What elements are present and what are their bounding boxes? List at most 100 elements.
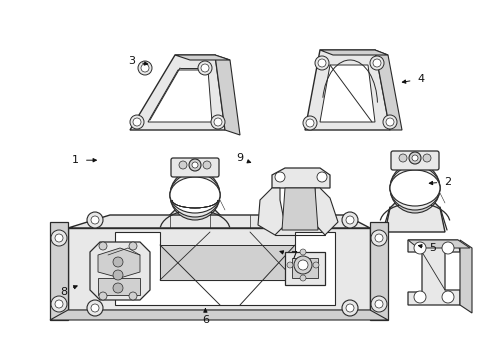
Polygon shape	[282, 188, 317, 230]
Polygon shape	[68, 215, 369, 228]
Text: 4: 4	[416, 74, 423, 84]
Circle shape	[87, 300, 103, 316]
Circle shape	[129, 242, 137, 250]
Polygon shape	[68, 228, 369, 310]
Circle shape	[141, 64, 149, 72]
Polygon shape	[374, 50, 401, 130]
Ellipse shape	[170, 173, 220, 217]
Circle shape	[382, 115, 396, 129]
Circle shape	[129, 292, 137, 300]
Ellipse shape	[389, 170, 439, 206]
Ellipse shape	[389, 166, 439, 210]
Text: 1: 1	[72, 155, 79, 165]
Circle shape	[341, 212, 357, 228]
Polygon shape	[98, 248, 140, 278]
Circle shape	[51, 296, 67, 312]
Circle shape	[411, 155, 417, 161]
Circle shape	[286, 262, 292, 268]
Polygon shape	[115, 232, 334, 305]
Polygon shape	[98, 278, 140, 295]
Circle shape	[369, 56, 383, 70]
Circle shape	[408, 152, 420, 164]
Circle shape	[133, 118, 141, 126]
Circle shape	[299, 249, 305, 255]
Polygon shape	[50, 310, 387, 320]
Circle shape	[441, 291, 453, 303]
Polygon shape	[258, 188, 285, 235]
Circle shape	[341, 300, 357, 316]
Text: 7: 7	[289, 251, 296, 261]
Circle shape	[314, 56, 328, 70]
Circle shape	[91, 304, 99, 312]
Circle shape	[192, 162, 198, 168]
Circle shape	[346, 216, 353, 224]
Text: 6: 6	[202, 315, 208, 325]
Circle shape	[179, 161, 186, 169]
Circle shape	[91, 216, 99, 224]
Circle shape	[303, 116, 316, 130]
Ellipse shape	[170, 177, 220, 213]
Text: 3: 3	[128, 56, 135, 66]
Circle shape	[201, 64, 208, 72]
Polygon shape	[285, 252, 325, 285]
Circle shape	[113, 257, 123, 267]
Polygon shape	[148, 70, 212, 122]
Circle shape	[372, 59, 380, 67]
Polygon shape	[319, 65, 374, 122]
Circle shape	[374, 234, 382, 242]
Polygon shape	[312, 188, 337, 235]
FancyBboxPatch shape	[171, 158, 219, 177]
Polygon shape	[369, 222, 387, 320]
Polygon shape	[319, 50, 387, 55]
Circle shape	[422, 154, 430, 162]
Circle shape	[413, 291, 425, 303]
Polygon shape	[50, 222, 68, 320]
Circle shape	[346, 304, 353, 312]
Circle shape	[203, 161, 210, 169]
Polygon shape	[164, 210, 224, 240]
Text: 9: 9	[236, 153, 243, 163]
Circle shape	[305, 119, 313, 127]
Circle shape	[293, 256, 311, 274]
Polygon shape	[130, 55, 224, 130]
Circle shape	[99, 292, 107, 300]
Circle shape	[51, 230, 67, 246]
Polygon shape	[407, 240, 469, 248]
Circle shape	[87, 212, 103, 228]
Ellipse shape	[170, 170, 220, 220]
Polygon shape	[384, 203, 444, 232]
Circle shape	[385, 118, 393, 126]
Text: 5: 5	[428, 243, 435, 253]
Circle shape	[55, 300, 63, 308]
Polygon shape	[160, 245, 294, 280]
Circle shape	[189, 159, 201, 171]
Polygon shape	[459, 240, 471, 313]
Circle shape	[198, 61, 212, 75]
Circle shape	[113, 270, 123, 280]
Text: 2: 2	[443, 177, 450, 187]
Circle shape	[370, 230, 386, 246]
Polygon shape	[90, 242, 150, 300]
Circle shape	[99, 242, 107, 250]
Circle shape	[370, 296, 386, 312]
Polygon shape	[407, 240, 459, 305]
Circle shape	[138, 61, 152, 75]
Circle shape	[316, 172, 326, 182]
Circle shape	[441, 242, 453, 254]
Polygon shape	[175, 55, 229, 60]
Circle shape	[210, 115, 224, 129]
Text: 8: 8	[60, 287, 67, 297]
FancyBboxPatch shape	[390, 151, 438, 170]
Circle shape	[317, 59, 325, 67]
Circle shape	[374, 300, 382, 308]
Circle shape	[312, 262, 318, 268]
Circle shape	[113, 283, 123, 293]
Circle shape	[130, 115, 143, 129]
Polygon shape	[291, 258, 317, 278]
Polygon shape	[215, 55, 240, 135]
Circle shape	[299, 275, 305, 281]
Ellipse shape	[389, 163, 439, 213]
Polygon shape	[271, 168, 329, 188]
Circle shape	[274, 172, 285, 182]
Polygon shape	[305, 50, 389, 130]
